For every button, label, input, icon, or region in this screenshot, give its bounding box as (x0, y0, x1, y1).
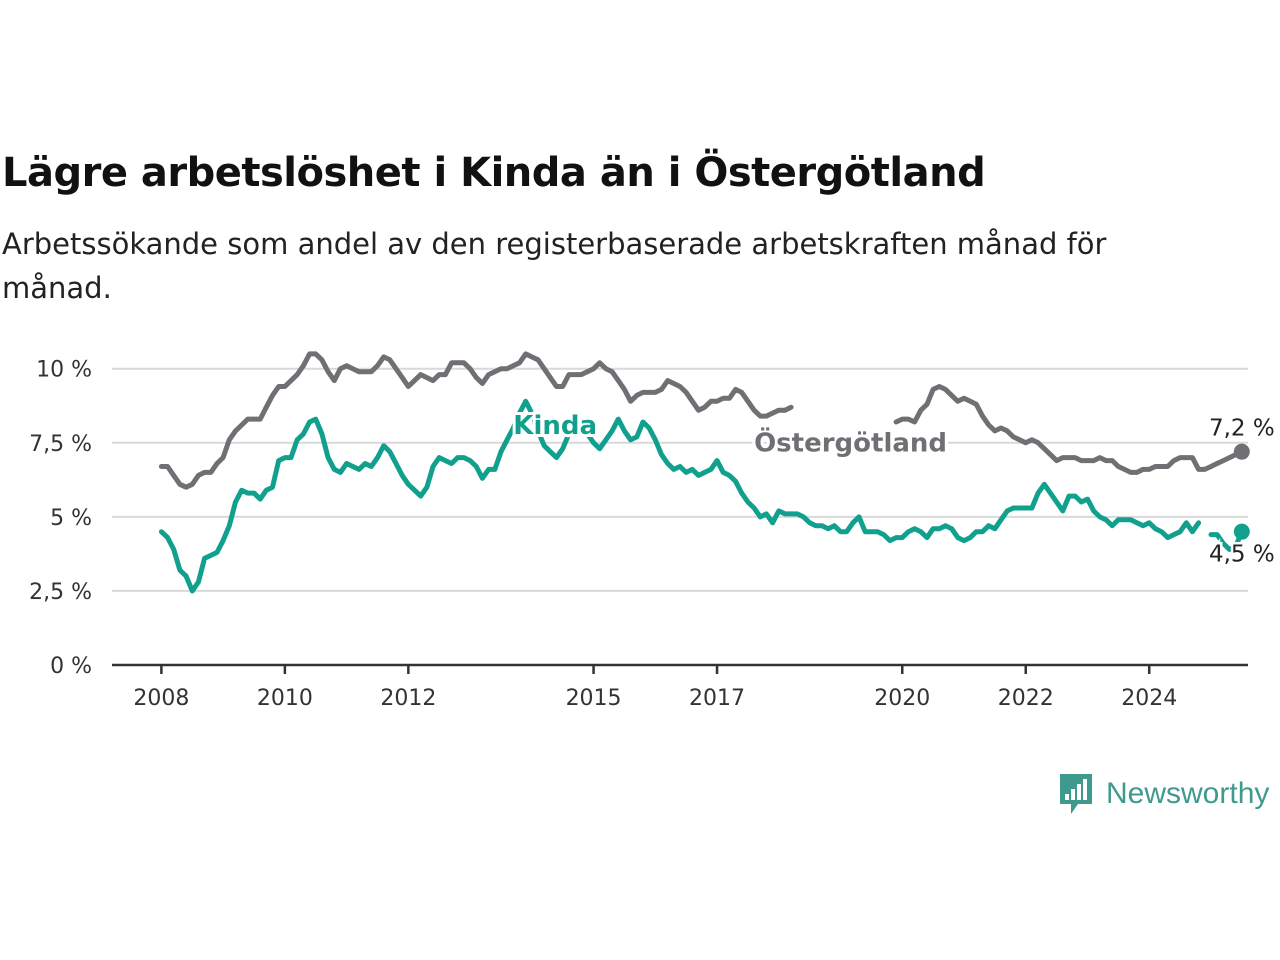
y-tick-label: 10 % (36, 358, 92, 383)
end-point-marker (1233, 443, 1250, 460)
series-labels: Kinda Östergötland 7,2 % 4,5 % (510, 408, 1277, 570)
end-point-marker (1233, 523, 1250, 540)
x-tick-label: 2010 (257, 686, 313, 711)
end-value-label-ostergotland: 7,2 % (1209, 416, 1275, 442)
chart-title: Lägre arbetslöshet i Kinda än i Östergöt… (2, 150, 986, 196)
brand-logo: Newsworthy (1058, 770, 1269, 818)
y-tick-label: 7,5 % (29, 432, 92, 457)
chart-subtitle: Arbetssökande som andel av den registerb… (2, 227, 1107, 305)
x-tick-label: 2012 (380, 686, 436, 711)
series-line-kinda (158, 398, 1245, 594)
x-tick-label: 2020 (874, 686, 930, 711)
series-line--sterg-tland (158, 351, 1245, 490)
y-tick-label: 5 % (50, 506, 92, 531)
x-tick-label: 2024 (1121, 686, 1177, 711)
y-tick-label: 0 % (50, 654, 92, 679)
x-tick-label: 2022 (998, 686, 1054, 711)
series-label-kinda: Kinda (513, 411, 597, 441)
end-value-label-kinda: 4,5 % (1209, 542, 1275, 568)
newsworthy-logo-icon (1060, 774, 1092, 814)
x-axis: 2008 2010 2012 2015 2017 2020 2022 2024 (112, 663, 1248, 711)
x-tick-label: 2015 (566, 686, 622, 711)
y-tick-label: 2,5 % (29, 580, 92, 605)
series-label-ostergotland: Östergötland (754, 426, 947, 459)
brand-name: Newsworthy (1106, 777, 1270, 810)
y-axis: 0 % 2,5 % 5 % 7,5 % 10 % (29, 358, 92, 679)
x-tick-label: 2008 (133, 686, 189, 711)
x-tick-label: 2017 (689, 686, 745, 711)
series-lines (158, 351, 1250, 594)
grid (112, 367, 1248, 592)
